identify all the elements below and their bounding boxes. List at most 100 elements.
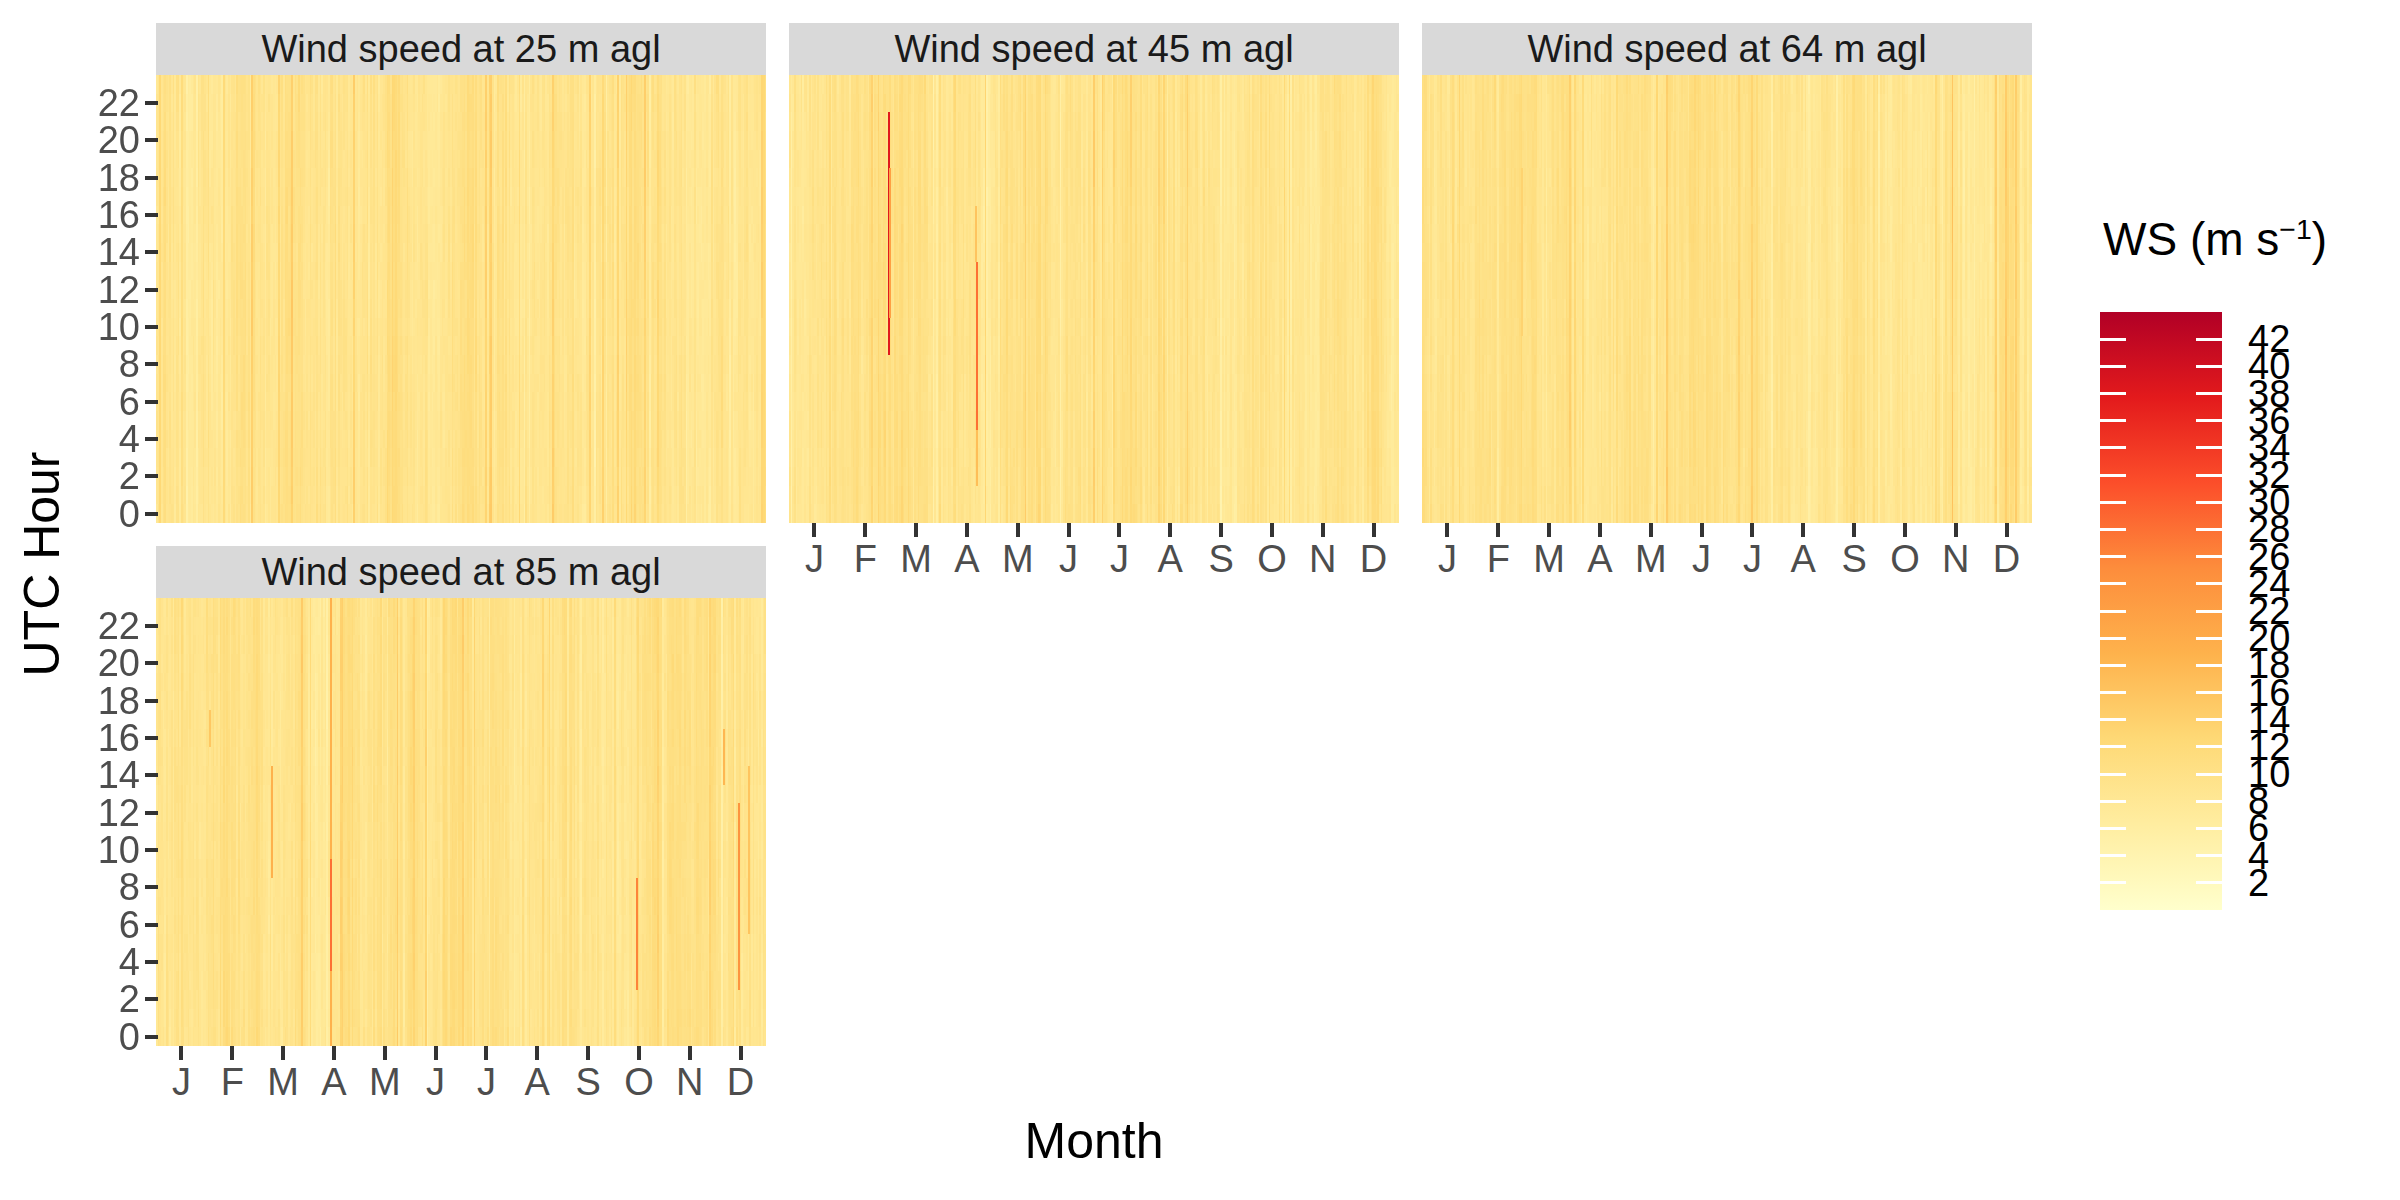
y-tick-mark [145, 101, 158, 105]
legend-tick-mark-left [2100, 773, 2126, 776]
facet-panel-85m: Wind speed at 85 m agl [156, 546, 766, 1046]
x-tick-mark [1168, 523, 1172, 537]
x-tick-label: A [312, 1063, 356, 1101]
legend-title: WS (m s−1) [2103, 212, 2327, 266]
y-tick-mark [145, 923, 158, 927]
facet-strip-85m: Wind speed at 85 m agl [156, 546, 766, 598]
y-tick-label: 4 [40, 420, 140, 458]
y-tick-mark [145, 736, 158, 740]
y-tick-mark [145, 661, 158, 665]
legend-tick-mark-left [2100, 881, 2126, 884]
y-tick-mark [145, 138, 158, 142]
y-tick-mark [145, 437, 158, 441]
x-tick-mark [535, 1046, 539, 1060]
x-tick-mark [484, 1046, 488, 1060]
y-tick-label: 14 [40, 756, 140, 794]
legend-tick-mark-right [2196, 419, 2222, 422]
legend-tick-mark-left [2100, 745, 2126, 748]
x-tick-label: F [1476, 540, 1520, 578]
x-tick-label: A [1781, 540, 1825, 578]
x-tick-mark [1117, 523, 1121, 537]
x-tick-mark [1750, 523, 1754, 537]
legend-tick-mark-right [2196, 800, 2222, 803]
y-tick-mark [145, 325, 158, 329]
legend-tick-mark-left [2100, 800, 2126, 803]
x-tick-label: M [363, 1063, 407, 1101]
y-tick-mark [145, 624, 158, 628]
y-tick-mark [145, 699, 158, 703]
x-tick-mark [1219, 523, 1223, 537]
x-tick-mark [2005, 523, 2009, 537]
x-tick-mark [1445, 523, 1449, 537]
legend-tick-mark-right [2196, 718, 2222, 721]
x-tick-label: N [1301, 540, 1345, 578]
facet-panel-25m: Wind speed at 25 m agl [156, 23, 766, 523]
x-tick-mark [1547, 523, 1551, 537]
heatmap-canvas-45m [789, 75, 1399, 523]
y-tick-mark [145, 885, 158, 889]
legend-tick-mark-left [2100, 637, 2126, 640]
y-tick-mark [145, 773, 158, 777]
legend-tick-mark-right [2196, 392, 2222, 395]
y-tick-label: 22 [40, 84, 140, 122]
x-axis-title: Month [944, 1112, 1244, 1170]
legend-tick-mark-right [2196, 446, 2222, 449]
x-tick-mark [637, 1046, 641, 1060]
x-tick-label: J [792, 540, 836, 578]
legend-tick-mark-left [2100, 501, 2126, 504]
legend-tick-mark-right [2196, 474, 2222, 477]
x-tick-mark [332, 1046, 336, 1060]
y-tick-label: 4 [40, 943, 140, 981]
y-tick-label: 20 [40, 121, 140, 159]
x-tick-label: D [1985, 540, 2029, 578]
x-tick-mark [1270, 523, 1274, 537]
x-tick-mark [1852, 523, 1856, 537]
x-tick-label: D [719, 1063, 763, 1101]
x-tick-label: M [996, 540, 1040, 578]
facet-panel-64m: Wind speed at 64 m agl [1422, 23, 2032, 523]
legend-tick-mark-right [2196, 555, 2222, 558]
heatmap-canvas-85m [156, 598, 766, 1046]
y-tick-label: 6 [40, 383, 140, 421]
y-tick-mark [145, 997, 158, 1001]
legend-tick-mark-right [2196, 854, 2222, 857]
heatmap-canvas-64m [1422, 75, 2032, 523]
y-tick-label: 0 [40, 495, 140, 533]
x-tick-mark [230, 1046, 234, 1060]
y-tick-label: 8 [40, 345, 140, 383]
x-tick-label: M [1527, 540, 1571, 578]
facet-title-25m: Wind speed at 25 m agl [261, 28, 660, 71]
legend-tick-mark-right [2196, 881, 2222, 884]
facet-title-85m: Wind speed at 85 m agl [261, 551, 660, 594]
y-tick-mark [145, 811, 158, 815]
legend-tick-label: 2 [2248, 864, 2269, 902]
facet-strip-25m: Wind speed at 25 m agl [156, 23, 766, 75]
legend-tick-mark-left [2100, 827, 2126, 830]
y-tick-mark [145, 400, 158, 404]
x-tick-mark [1496, 523, 1500, 537]
x-tick-label: M [261, 1063, 305, 1101]
legend-tick-mark-left [2100, 528, 2126, 531]
legend-tick-mark-right [2196, 528, 2222, 531]
x-tick-label: J [1425, 540, 1469, 578]
legend-tick-mark-left [2100, 419, 2126, 422]
x-tick-label: F [210, 1063, 254, 1101]
legend-title-close: ) [2312, 213, 2327, 265]
x-tick-mark [739, 1046, 743, 1060]
y-tick-label: 10 [40, 308, 140, 346]
x-tick-label: A [945, 540, 989, 578]
y-tick-mark [145, 250, 158, 254]
x-tick-mark [863, 523, 867, 537]
x-tick-mark [1801, 523, 1805, 537]
y-tick-label: 6 [40, 906, 140, 944]
x-tick-label: A [1148, 540, 1192, 578]
x-tick-label: A [1578, 540, 1622, 578]
x-tick-label: J [464, 1063, 508, 1101]
legend-tick-mark-left [2100, 664, 2126, 667]
legend-tick-mark-right [2196, 827, 2222, 830]
x-tick-mark [434, 1046, 438, 1060]
legend-tick-mark-right [2196, 664, 2222, 667]
facet-title-45m: Wind speed at 45 m agl [894, 28, 1293, 71]
facet-strip-45m: Wind speed at 45 m agl [789, 23, 1399, 75]
y-tick-label: 10 [40, 831, 140, 869]
